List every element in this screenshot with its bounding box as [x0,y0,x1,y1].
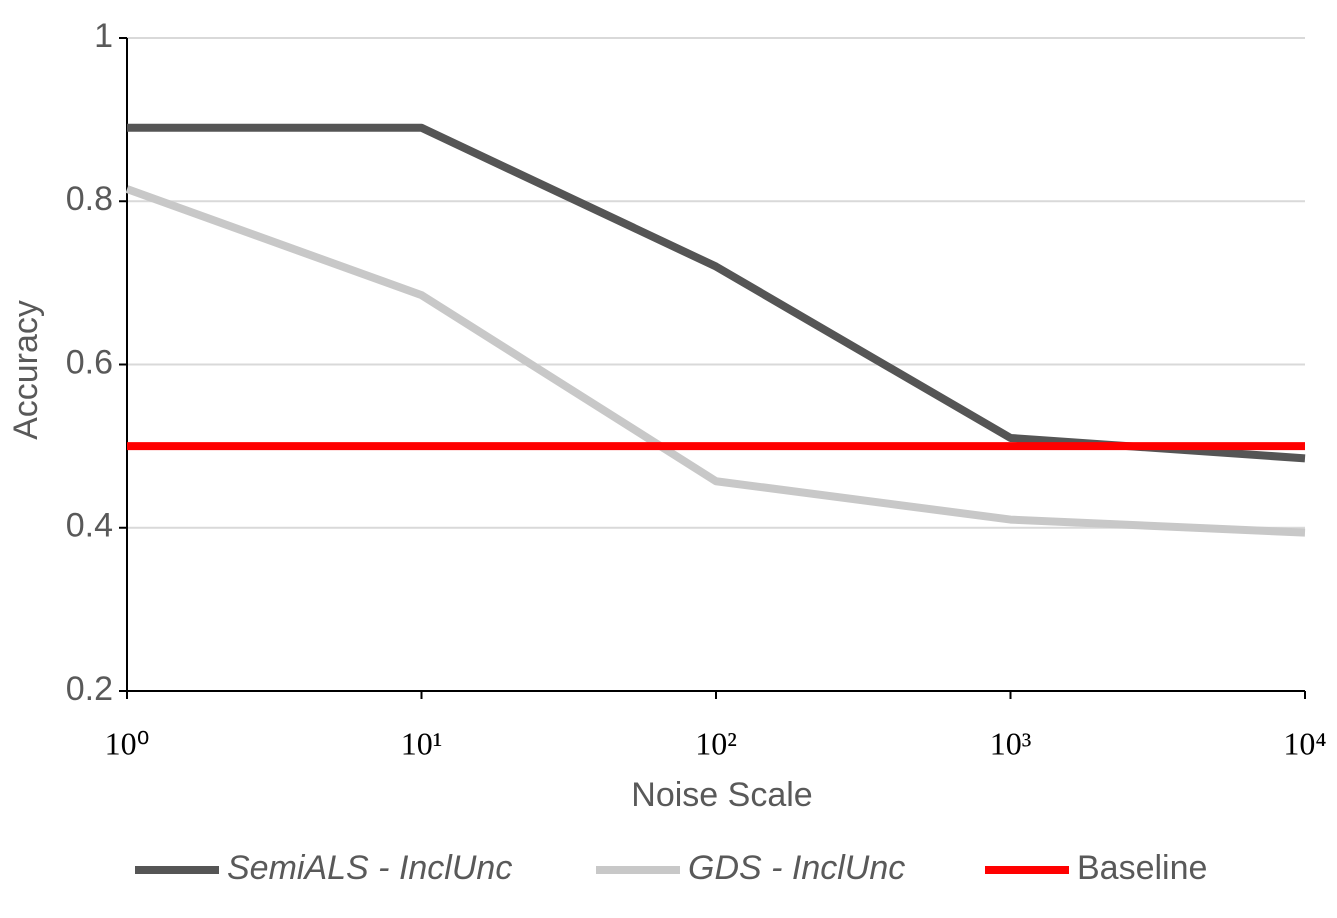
x-tick-label: 10³ [990,725,1032,761]
x-axis-label: Noise Scale [631,776,812,814]
y-tick-label: 0.2 [66,670,113,708]
series-line [127,123,1306,463]
x-tick-label: 10⁰ [105,725,150,761]
x-tick-label: 10⁴ [1283,725,1326,761]
y-axis-label: Accuracy [7,300,45,440]
series-line [125,185,1306,537]
legend-label: GDS - InclUnc [688,849,905,887]
y-tick-label: 1 [94,17,113,55]
x-tick-label: 10² [695,725,737,761]
x-tick-label: 10¹ [401,725,443,761]
y-tick-label: 0.6 [66,343,113,381]
y-tick-label: 0.8 [66,180,113,218]
legend-label: SemiALS - InclUnc [227,849,512,887]
y-tick-label: 0.4 [66,507,113,545]
legend-label: Baseline [1077,849,1207,887]
